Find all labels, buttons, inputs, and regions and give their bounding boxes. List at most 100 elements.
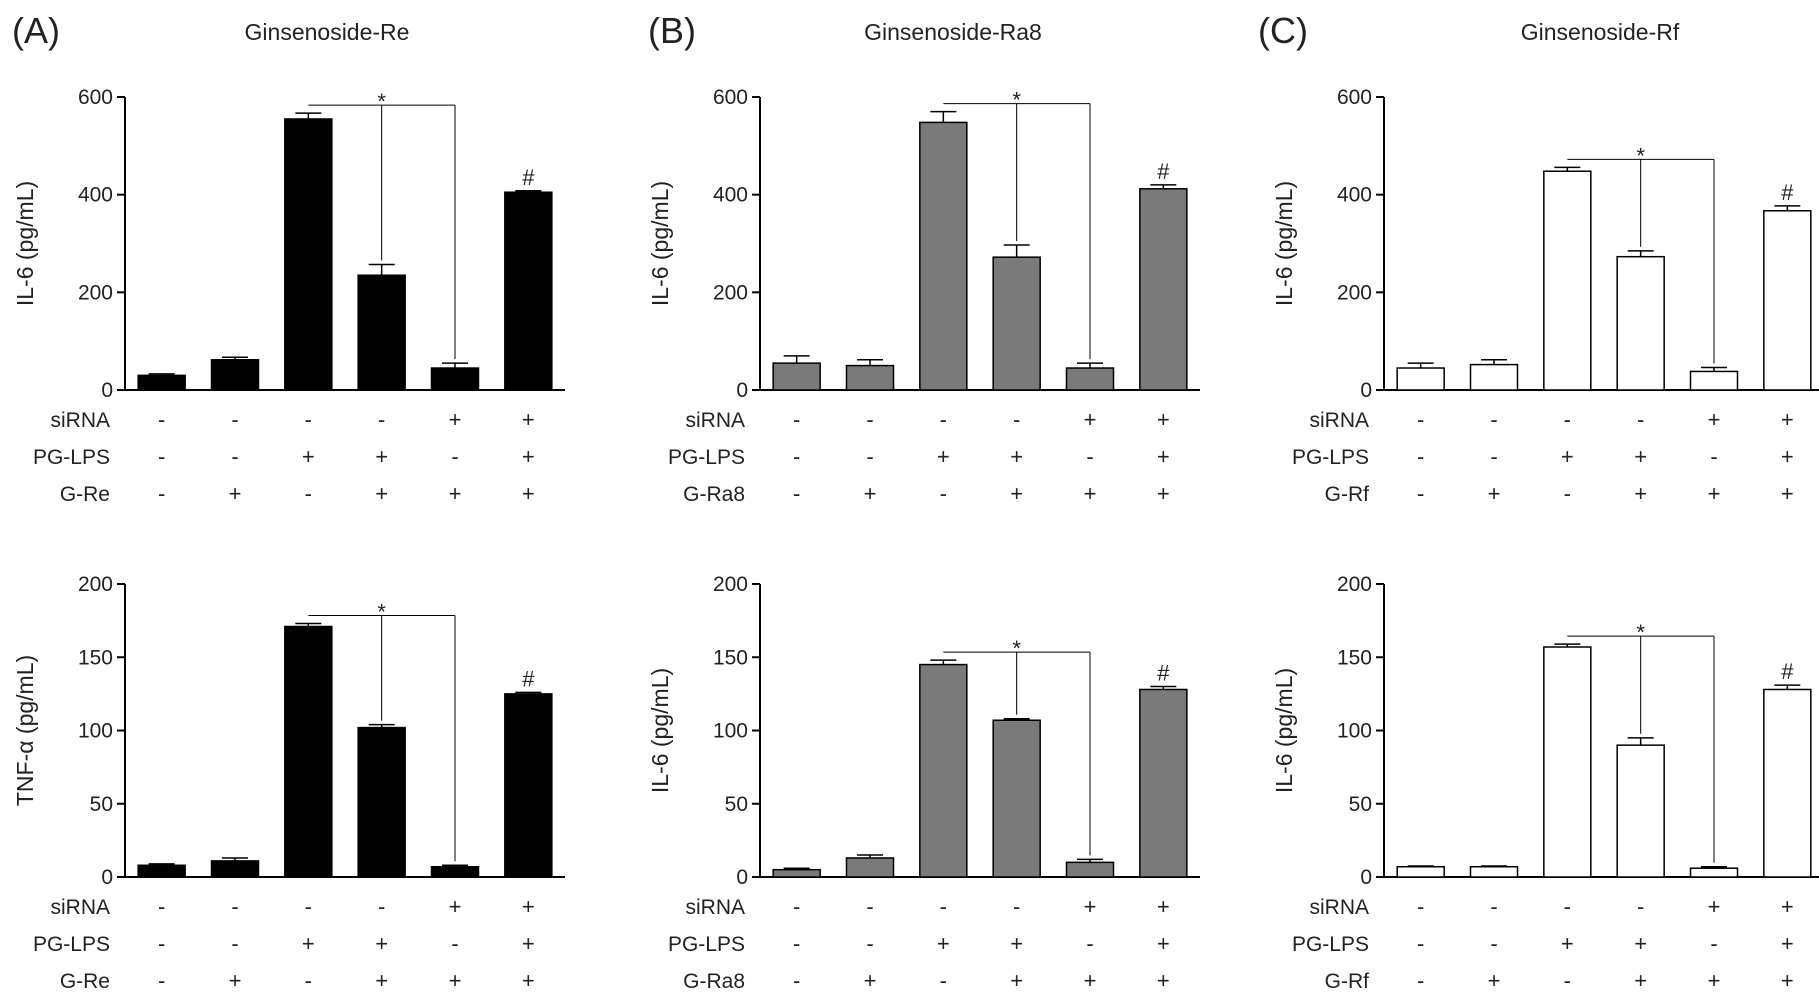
p0-c0-row-label-0: siRNA — [50, 409, 110, 432]
p0-c0-bar-0 — [137, 374, 186, 391]
p1-c0-row-1-sign-5: + — [1157, 444, 1170, 469]
p1-c1-y-label: IL-6 (pg/mL) — [647, 668, 673, 793]
p1-c1-row-2-sign-4: + — [1084, 968, 1097, 993]
p1-c0-bar-4 — [1065, 367, 1115, 391]
p0-c1-row-1-sign-0: - — [158, 931, 165, 956]
p1-c0-row-0-sign-0: - — [793, 407, 800, 432]
p0-c0-bar-2 — [284, 118, 333, 391]
p0-c0-row-2-sign-4: + — [449, 481, 462, 506]
p1-c1-sig-symbol: * — [1012, 636, 1021, 661]
p1-c1-row-0-sign-2: - — [940, 894, 947, 919]
p1-c1-row-1-sign-5: + — [1157, 931, 1170, 956]
p2-c1-row-1-sign-1: - — [1490, 931, 1497, 956]
p0-c0-row-1-sign-1: - — [231, 444, 238, 469]
p0-c0-row-label-1: PG-LPS — [33, 446, 110, 469]
p0-c1-row-label-2: G-Re — [60, 970, 110, 993]
p0-c1-row-1-sign-3: + — [375, 931, 388, 956]
p2-c0-y-label: IL-6 (pg/mL) — [1271, 181, 1297, 306]
p2-c1-bar-1 — [1469, 865, 1519, 878]
p2-c0-bar-1 — [1469, 363, 1519, 391]
p0-c0-row-0-sign-4: + — [449, 407, 462, 432]
p2-c1-row-label-1: PG-LPS — [1292, 933, 1369, 956]
p1-c1-row-label-0: siRNA — [685, 896, 745, 919]
p1-c1-y-tick-label-2: 100 — [713, 720, 748, 743]
p2-c0-row-label-2: G-Rf — [1325, 483, 1369, 506]
p0-c0-bar-5 — [504, 191, 553, 391]
p0-c0-row-2-sign-3: + — [375, 481, 388, 506]
p0-c0-bar-4 — [430, 367, 480, 391]
p0-c1-y-tick-label-4: 200 — [78, 573, 113, 596]
p1-c0-row-0-sign-1: - — [866, 407, 873, 432]
p0-c1-bar-3 — [357, 726, 406, 878]
p1-c1-y-tick-label-1: 50 — [725, 793, 748, 816]
p1-c1-row-1-sign-1: - — [866, 931, 873, 956]
p2-c1-row-2-sign-2: - — [1564, 968, 1571, 993]
p2-c1-row-1-sign-2: + — [1561, 931, 1574, 956]
p2-c0-row-0-sign-5: + — [1781, 407, 1794, 432]
p2-c0-row-0-sign-4: + — [1708, 407, 1721, 432]
p2-c1-y-tick-label-0: 0 — [1360, 866, 1372, 889]
p1-c1-row-1-sign-0: - — [793, 931, 800, 956]
p1-c0-sig-symbol: * — [1012, 88, 1021, 113]
p0-c0-row-1-sign-4: - — [451, 444, 458, 469]
p0-c0-row-0-sign-5: + — [522, 407, 535, 432]
p1-c0-hash-symbol: # — [1157, 159, 1170, 184]
charts-layer: 0 200 400 600 IL-6 (pg/mL) * # siRNA - - - - + + PG-LP… — [12, 86, 1819, 993]
p2-c0-sig-symbol: * — [1636, 143, 1645, 168]
p1-c0-row-2-sign-3: + — [1010, 481, 1023, 506]
p1-c1-row-0-sign-0: - — [793, 894, 800, 919]
p0-c1-y-tick-label-2: 100 — [78, 720, 113, 743]
p2-c1-row-label-0: siRNA — [1309, 896, 1369, 919]
p2-c0-bar-4 — [1689, 370, 1739, 391]
p2-c1-row-0-sign-3: - — [1637, 894, 1644, 919]
p0-c1-row-1-sign-4: - — [451, 931, 458, 956]
p1-c0-row-label-2: G-Ra8 — [683, 483, 745, 506]
p2-c1-row-0-sign-1: - — [1490, 894, 1497, 919]
p0-c1-y-label: TNF-α (pg/mL) — [12, 655, 38, 806]
p0-c0-row-2-sign-1: + — [229, 481, 242, 506]
p0-c1-sig-symbol: * — [377, 600, 386, 625]
p1-c1-row-0-sign-1: - — [866, 894, 873, 919]
p0-c1-row-2-sign-1: + — [229, 968, 242, 993]
p1-c1-y-tick-label-0: 0 — [736, 866, 748, 889]
p2-c0-row-0-sign-1: - — [1490, 407, 1497, 432]
p1-c1-bar-3 — [992, 719, 1041, 878]
p2-c1-bar-2 — [1543, 646, 1592, 878]
p2-c1-y-label: IL-6 (pg/mL) — [1271, 668, 1297, 793]
p2-c1-row-1-sign-0: - — [1417, 931, 1424, 956]
p2-c0-row-1-sign-5: + — [1781, 444, 1794, 469]
p0-c1-y-tick-label-3: 150 — [78, 646, 113, 669]
p0-c0-y-label: IL-6 (pg/mL) — [12, 181, 38, 306]
p1-c0-row-0-sign-4: + — [1084, 407, 1097, 432]
p0-c0-row-2-sign-0: - — [158, 481, 165, 506]
p2-c0-row-0-sign-3: - — [1637, 407, 1644, 432]
p2-c0-row-label-0: siRNA — [1309, 409, 1369, 432]
p2-c0-y-tick-label-0: 0 — [1360, 379, 1372, 402]
p0-c0-row-2-sign-5: + — [522, 481, 535, 506]
p0-c0-row-1-sign-2: + — [302, 444, 315, 469]
p0-c0-y-tick-label-3: 600 — [78, 86, 113, 109]
p2-c0-bar-5 — [1763, 210, 1812, 391]
p1-c1-y-tick-label-4: 200 — [713, 573, 748, 596]
p2-c0-y-tick-label-2: 400 — [1337, 184, 1372, 207]
p0-c0-row-0-sign-1: - — [231, 407, 238, 432]
p0-c1-bar-1 — [210, 860, 260, 878]
p2-c1-y-tick-label-4: 200 — [1337, 573, 1372, 596]
p1-c0-row-2-sign-1: + — [864, 481, 877, 506]
p2-c0-row-1-sign-2: + — [1561, 444, 1574, 469]
p1-c1-y-tick-label-3: 150 — [713, 646, 748, 669]
p2-c0-row-2-sign-4: + — [1708, 481, 1721, 506]
p2-c1-row-0-sign-5: + — [1781, 894, 1794, 919]
p0-c1-row-1-sign-5: + — [522, 931, 535, 956]
p0-c1-row-1-sign-2: + — [302, 931, 315, 956]
p2-c0-row-0-sign-0: - — [1417, 407, 1424, 432]
p2-c0-row-0-sign-2: - — [1564, 407, 1571, 432]
p1-c0-row-2-sign-0: - — [793, 481, 800, 506]
p1-c0-row-0-sign-3: - — [1013, 407, 1020, 432]
p0-c0-row-2-sign-2: - — [305, 481, 312, 506]
p0-c1-row-0-sign-1: - — [231, 894, 238, 919]
p0-c1-y-tick-label-1: 50 — [90, 793, 113, 816]
p0-c1-bar-2 — [284, 625, 333, 878]
p1-c0-bar-5 — [1139, 188, 1188, 391]
